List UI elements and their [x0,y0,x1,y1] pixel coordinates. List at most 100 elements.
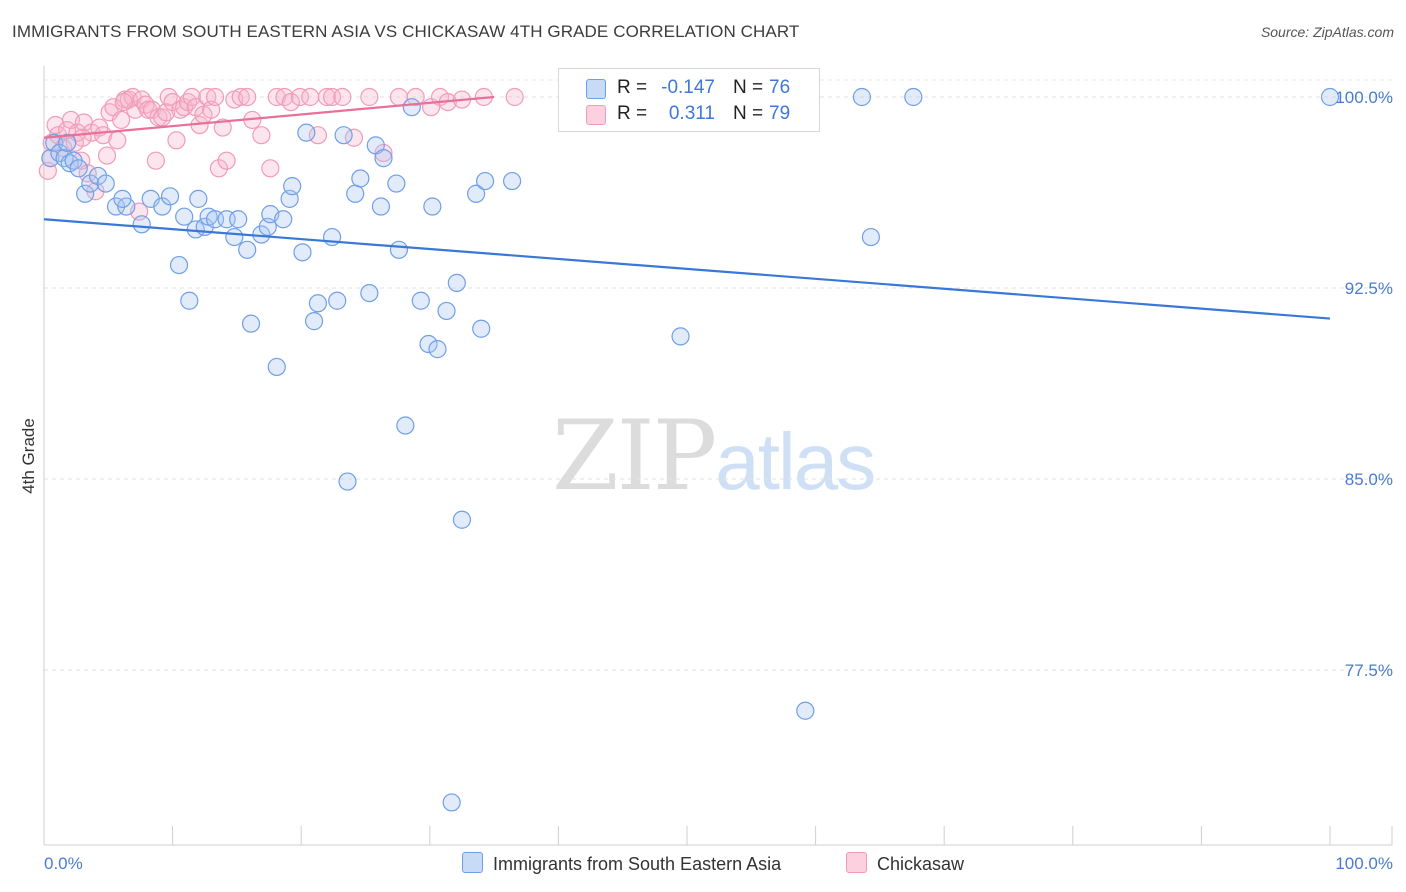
sea-point [334,126,353,145]
legend-swatch-chickasaw [586,105,606,125]
sea-point [503,171,522,191]
sea-point [229,210,248,229]
chickasaw-point [167,131,186,150]
x-tick-label-start: 0.0% [44,854,83,873]
chickasaw-point [139,100,158,119]
sea-point [419,334,438,354]
chickasaw-trend-line [43,95,495,139]
sea-point [1320,87,1340,107]
chickasaw-point [157,103,176,122]
y-tick-label: 92.5% [1345,279,1393,298]
chickasaw-point [112,110,131,130]
sea-point [346,184,365,203]
chickasaw-point [252,126,271,145]
bottom-legend-chickasaw: Chickasaw [846,852,964,875]
sea-point [442,793,461,812]
sea-point [267,357,286,377]
sea-point [402,98,421,117]
chickasaw-point [333,87,352,107]
chickasaw-point [290,87,310,107]
sea-point [238,240,257,259]
sea-point [904,87,923,107]
chickasaw-point [205,87,225,107]
sea-point [45,133,64,152]
bottom-legend-sea: Immigrants from South Eastern Asia [462,852,781,875]
series-chickasaw-points [38,87,524,221]
sea-point [132,215,151,234]
chickasaw-point [505,87,524,107]
sea-point [274,210,293,229]
sea-point [423,197,442,216]
sea-point [466,184,486,203]
sea-point [160,187,180,206]
legend-r-value: -0.147 [661,77,715,98]
sea-point [88,166,108,186]
chickasaw-point [308,126,328,145]
sea-point [106,197,126,216]
chickasaw-point [238,87,257,107]
watermark: ZIPatlas [552,400,876,512]
sea-point [169,255,189,275]
chickasaw-point [360,87,379,107]
chickasaw-point [374,143,393,163]
gridlines [44,79,1392,671]
sea-point [360,283,379,303]
legend-swatch-sea [586,79,606,99]
sea-point [371,197,391,216]
bottom-legend-label-sea: Immigrants from South Eastern Asia [493,854,782,874]
chickasaw-point [114,92,133,112]
sea-point [387,174,406,193]
watermark-atlas: atlas [715,417,876,506]
sea-point [58,133,77,152]
sea-point [374,149,393,168]
sea-point [153,197,172,216]
legend-r-label: R = [617,77,648,98]
sea-point [297,123,316,142]
sea-point [351,169,370,188]
sea-point [308,294,328,313]
sea-point [328,291,347,310]
sea-point [113,189,132,208]
chickasaw-point [317,87,337,107]
watermark-zip: ZIP [552,400,717,512]
sea-point [41,149,60,168]
sea-point [796,701,815,720]
sea-point [304,312,324,331]
sea-point [96,174,115,193]
legend-r-label: R = [617,103,648,124]
legend-n-label: N = [733,77,764,98]
chickasaw-point [281,92,301,112]
chickasaw-point [213,118,232,137]
legend-n-value: 79 [769,103,791,124]
sea-point [428,340,447,359]
sea-point [189,189,208,208]
sea-point [447,273,466,293]
chickasaw-point [217,151,236,170]
source-label: Source: ZipAtlas.com [1260,24,1394,40]
sea-point [475,171,495,191]
sea-point [180,291,199,310]
chickasaw-point [209,159,228,178]
sea-point [283,177,302,196]
sea-point [338,472,357,491]
chickasaw-point [163,92,182,112]
bottom-legend-swatch-sea [462,852,483,873]
sea-point [852,87,871,107]
sea-point [175,207,194,226]
chickasaw-point [406,87,425,107]
chickasaw-point [231,87,250,107]
x-tick-label-end: 100.0% [1335,854,1393,873]
y-axis-label: 4th Grade [19,418,38,494]
legend-n-label: N = [733,103,764,124]
legend-n-value: 76 [769,77,791,98]
correlation-legend: R = -0.147 N = 76 R = 0.311 N = 79 [558,68,820,132]
chickasaw-point [146,151,165,170]
chickasaw-point [322,87,342,107]
sea-point [671,327,690,346]
sea-point [396,416,415,435]
chickasaw-point [108,131,127,150]
sea-point [472,319,491,338]
y-tick-label: 77.5% [1345,661,1393,680]
sea-trend-line [43,218,1331,320]
chickasaw-point [267,87,286,107]
